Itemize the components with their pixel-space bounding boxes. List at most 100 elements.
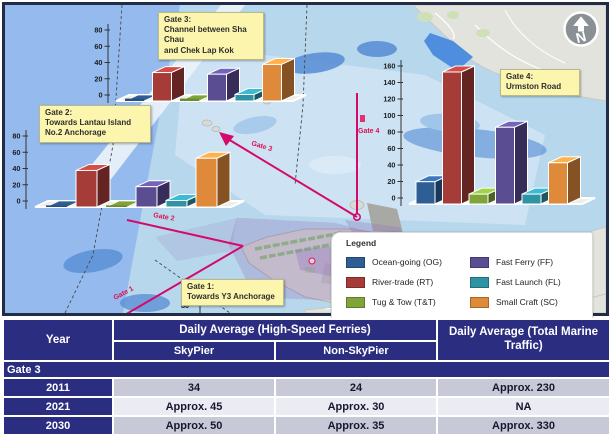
bar-FF — [207, 73, 227, 102]
callout-gate4-title: Gate 4: — [506, 72, 534, 81]
chart-gate2: 0 20 40 60 80 — [12, 130, 245, 209]
callout-gate1: Gate 1: Towards Y3 Anchorage — [181, 279, 284, 307]
callout-gate4: Gate 4: Urmston Road — [500, 69, 580, 97]
callout-gate3-line1: Channel between Sha Chau — [164, 25, 247, 45]
bar-RT — [152, 72, 172, 102]
bar-RT — [442, 71, 462, 205]
nonskypier-value: 24 — [273, 377, 439, 398]
legend-label: Fast Launch (FL) — [496, 277, 561, 287]
year-cell: 2030 — [2, 415, 114, 436]
bar-side-SC — [567, 155, 581, 205]
nonskypier-value: Approx. 35 — [273, 415, 439, 436]
col-header-year: Year — [2, 318, 114, 362]
ocean-going-swatch — [346, 256, 365, 268]
callout-gate2: Gate 2: Towards Lantau Island No.2 Ancho… — [39, 105, 151, 143]
legend-item-sc: Small Craft (SC) — [470, 292, 594, 312]
callout-gate3-line2: and Chek Lap Kok — [164, 45, 234, 55]
y-tick-label: 0 — [391, 194, 395, 203]
y-tick-label: 80 — [94, 26, 102, 35]
col-header-nonskypier: Non-SkyPier — [273, 340, 439, 362]
y-tick-label: 40 — [12, 164, 20, 173]
y-tick-label: 60 — [12, 148, 20, 157]
bar-FL — [521, 193, 542, 205]
callout-gate2-title: Gate 2: — [45, 108, 73, 117]
fast-ferry-swatch — [470, 256, 489, 268]
traffic-table: Year Daily Average (High-Speed Ferries) … — [1, 318, 612, 436]
legend-label: Fast Ferry (FF) — [496, 257, 554, 267]
bar-SC — [262, 63, 282, 102]
bar-side-RT — [461, 65, 475, 205]
total-value: NA — [436, 396, 612, 417]
bar-FL — [234, 94, 255, 102]
callout-gate3: Gate 3: Channel between Sha Chau and Che… — [158, 12, 264, 60]
bar-FL — [165, 200, 188, 208]
legend-item-fl: Fast Launch (FL) — [470, 272, 594, 292]
legend-label: Small Craft (SC) — [496, 297, 558, 307]
y-tick-label: 20 — [387, 177, 395, 186]
bar-SC — [195, 157, 218, 208]
y-tick-label: 100 — [383, 111, 395, 120]
fast-launch-swatch — [470, 276, 489, 288]
legend-item-og: Ocean-going (OG) — [346, 252, 470, 272]
bar-side-RT — [96, 163, 111, 208]
map-area: 0 20 40 60 80 0 20 40 60 80 0 20 40 60 80 100 120 140 160 … — [2, 2, 609, 319]
gate4-line-label: Gate 4 — [358, 128, 380, 135]
nonskypier-value: Approx. 30 — [273, 396, 439, 417]
chart-symbol-marker — [360, 115, 365, 122]
y-tick-label: 80 — [12, 132, 20, 141]
col-header-total: Daily Average (Total Marine Traffic) — [436, 318, 612, 362]
legend-label: Ocean-going (OG) — [372, 257, 442, 267]
gray-area — [367, 203, 403, 233]
legend-box: Legend Ocean-going (OG) River-trade (RT)… — [331, 232, 593, 319]
legend-item-tt: Tug & Tow (T&T) — [346, 292, 470, 312]
callout-gate1-title: Gate 1: — [187, 282, 215, 291]
bar-side-SC — [216, 151, 231, 208]
y-tick-label: 80 — [387, 128, 395, 137]
chart-gate3: 0 20 40 60 80 — [94, 24, 307, 103]
legend-item-rt: River-trade (RT) — [346, 272, 470, 292]
y-tick-label: 40 — [94, 58, 102, 67]
small-craft-swatch — [470, 296, 489, 308]
col-header-skypier: SkyPier — [112, 340, 276, 362]
compass-n-letter: N — [574, 28, 588, 46]
y-tick-label: 60 — [94, 42, 102, 51]
legend-item-ff: Fast Ferry (FF) — [470, 252, 594, 272]
river-trade-swatch — [346, 276, 365, 288]
legend-label: River-trade (RT) — [372, 277, 434, 287]
area-marker — [308, 257, 316, 265]
y-tick-label: 120 — [383, 95, 395, 104]
bar-SC — [548, 162, 568, 205]
bar-T&T — [468, 193, 489, 205]
y-tick-label: 160 — [383, 62, 395, 71]
table-row-2021: 2021 Approx. 45 Approx. 30 NA — [2, 396, 612, 417]
island-sha-chau — [201, 119, 213, 127]
bar-FF — [135, 186, 158, 208]
runway — [259, 240, 346, 260]
tug-tow-swatch — [346, 296, 365, 308]
gate3-arrowhead — [219, 132, 234, 146]
section-row-gate3: Gate 3 — [1, 360, 612, 379]
y-tick-label: 40 — [387, 161, 395, 170]
y-tick-label: 20 — [12, 180, 20, 189]
gate3-line — [222, 135, 358, 218]
bar-FF — [495, 126, 515, 205]
callout-gate1-line1: Towards Y3 Anchorage — [187, 292, 275, 302]
gate4-marker — [352, 213, 361, 222]
harbor-inlet — [424, 33, 473, 71]
nautical-chart-map: 020406080020406080020406080100120140160 … — [5, 5, 606, 313]
year-cell: 2021 — [2, 396, 114, 417]
skypier-value: Approx. 50 — [112, 415, 276, 436]
total-value: Approx. 330 — [436, 415, 612, 436]
y-tick-label: 0 — [98, 91, 102, 100]
callout-gate4-line1: Urmston Road — [506, 82, 562, 92]
table-row-2030: 2030 Approx. 50 Approx. 35 Approx. 330 — [2, 415, 612, 436]
callout-gate2-line2: No.2 Anchorage — [45, 128, 107, 138]
chart-gate4: 0 20 40 60 80 100 120 140 160 — [383, 60, 596, 206]
callout-gate3-title: Gate 3: — [164, 15, 192, 24]
skypier-value: 34 — [112, 377, 276, 398]
table-row-2011: 2011 34 24 Approx. 230 — [2, 377, 612, 398]
y-tick-label: 0 — [16, 197, 20, 206]
legend-label: Tug & Tow (T&T) — [372, 297, 436, 307]
legend-grid: Ocean-going (OG) River-trade (RT) Tug & … — [346, 252, 586, 312]
year-cell: 2011 — [2, 377, 114, 398]
